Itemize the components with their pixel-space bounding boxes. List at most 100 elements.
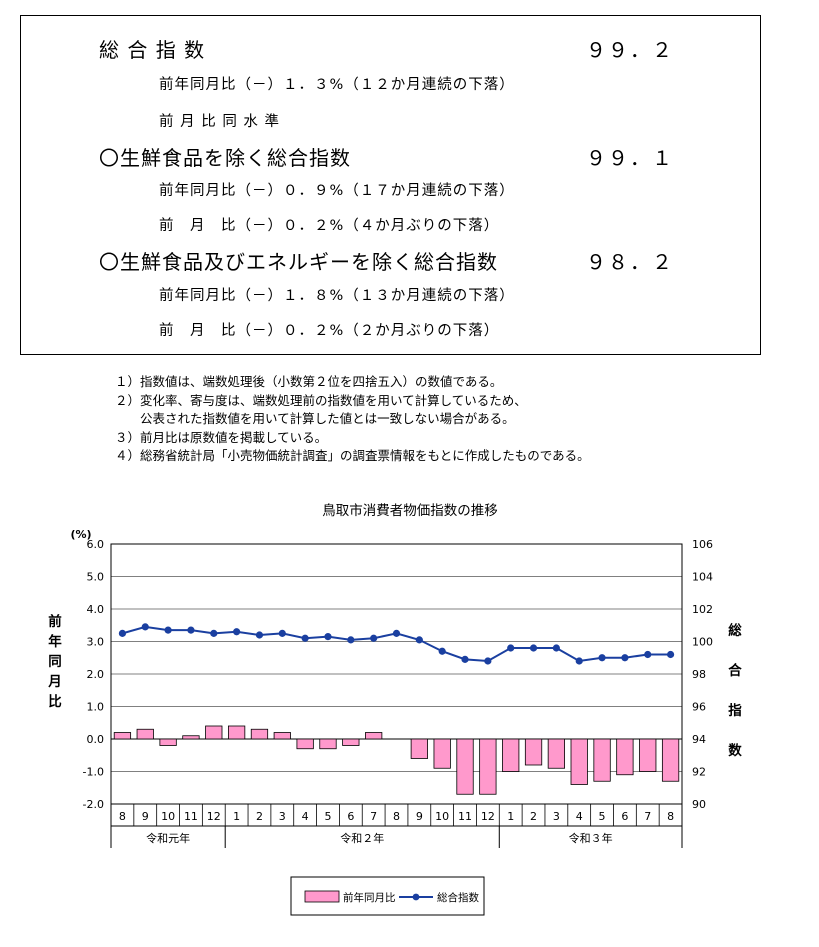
year-label: 令和元年 [146,831,190,845]
left-axis-label: 前年同月比 [47,613,62,710]
category-label: 12 [207,810,221,823]
legend-bar-label: 前年同月比 [343,891,396,904]
left-tick-label: 5.0 [87,571,105,584]
category-label: 3 [553,810,560,823]
category-label: 6 [347,810,354,823]
note-1: １）指数値は、端数処理後（小数第２位を四捨五入）の数値である。 [115,374,503,389]
bar-yoy [365,732,383,740]
bar-yoy [227,725,246,740]
bar-yoy [342,738,360,746]
right-tick-label: 94 [692,733,706,746]
bar-yoy [433,738,451,769]
summary-value-core-core: ９８．２ [586,250,674,274]
point-index [118,629,127,637]
point-index [141,623,149,631]
year-label: 令和３年 [569,831,613,845]
summary-title-core-core: 〇生鮮食品及びエネルギーを除く総合指数 [99,250,498,274]
point-index [392,629,401,637]
summary-line-core-yoy: 前年同月比（－）０．９%（１７か月連続の下落） [159,183,515,199]
point-index [598,654,606,662]
category-label: 10 [161,810,175,823]
bar-yoy [113,732,132,740]
bar-yoy [319,738,337,750]
point-index [301,634,309,642]
left-tick-label: 0.0 [87,733,105,746]
right-tick-label: 98 [692,668,706,681]
category-label: 9 [142,810,149,823]
bar-yoy [616,738,634,776]
point-index [575,657,583,665]
left-tick-label: -1.0 [83,766,104,779]
summary-title-total: 総 合 指 数 [99,38,206,62]
point-index [210,629,218,637]
category-label: 12 [481,810,495,823]
note-2: ２）変化率、寄与度は、端数処理前の指数値を用いて計算しているため、 [115,392,527,408]
point-index [484,657,492,665]
point-index [233,628,241,636]
left-tick-label: -2.0 [83,798,104,811]
point-index [347,636,355,644]
left-tick-label: 1.0 [87,701,105,714]
plot-frame [110,543,683,805]
category-label: 8 [119,810,126,823]
summary-line-total-yoy: 前年同月比（－）１．３%（１２か月連続の下落） [159,77,515,93]
point-index [644,650,652,659]
right-tick-label: 106 [692,538,713,551]
summary-title-core: 〇生鮮食品を除く総合指数 [99,146,351,170]
point-index [324,633,332,641]
category-label: 4 [576,810,583,823]
summary-line-core-core-yoy: 前年同月比（－）１．８%（１３か月連続の下落） [159,288,515,304]
category-label: 8 [393,810,400,823]
category-label: 7 [644,810,651,823]
summary-value-core: ９９．１ [586,146,674,170]
point-index [507,644,515,652]
bar-yoy [273,732,291,740]
bar-yoy [205,725,223,740]
category-label: 1 [233,810,240,823]
right-axis-label: 総合指数 [728,622,742,759]
point-index [187,626,195,634]
right-tick-label: 96 [692,701,706,714]
summary-line-total-mom: 前 月 比 同 水 準 [159,114,281,130]
bar-yoy [502,738,520,772]
category-label: 3 [279,810,286,823]
bar-yoy [570,738,588,785]
chart-title: 鳥取市消費者物価指数の推移 [322,502,498,519]
point-index [415,636,423,644]
bar-yoy [250,728,269,740]
bar-yoy [182,735,200,740]
legend-line-marker [412,893,420,901]
point-index [461,655,469,663]
point-index [370,634,378,642]
category-label: 7 [370,810,377,823]
left-tick-label: 4.0 [87,603,105,616]
bar-yoy [479,738,497,795]
right-tick-label: 104 [692,571,713,584]
left-tick-label: 6.0 [87,538,105,551]
note-4: ３）前月比は原数値を掲載している。 [115,429,328,445]
category-label: 2 [530,810,537,823]
bar-yoy [661,738,680,782]
left-tick-label: 2.0 [87,668,105,681]
right-tick-label: 102 [692,603,713,616]
bar-yoy [547,738,566,769]
category-label: 9 [416,810,423,823]
point-index [666,650,675,659]
note-3: 公表された指数値を用いて計算した値とは一致しない場合がある。 [115,411,515,426]
point-index [164,626,172,634]
category-label: 1 [507,810,514,823]
right-tick-label: 100 [692,636,713,649]
left-axis-unit: (%) [70,528,91,541]
category-label: 5 [324,810,331,823]
point-index [552,644,560,652]
summary-box: 総 合 指 数 ９９．２ 前年同月比（－）１．３%（１２か月連続の下落） 前 月… [20,15,761,355]
point-index [438,647,446,655]
category-label: 11 [458,810,472,823]
note-5: ４）総務省統計局「小売物価統計調査」の調査票情報をもとに作成したものである。 [115,448,590,463]
right-tick-label: 92 [692,766,706,779]
bar-yoy [456,738,474,795]
category-label: 11 [184,810,198,823]
summary-line-core-core-mom: 前 月 比（－）０．２%（２か月ぶりの下落） [159,323,500,339]
bar-yoy [524,738,543,766]
